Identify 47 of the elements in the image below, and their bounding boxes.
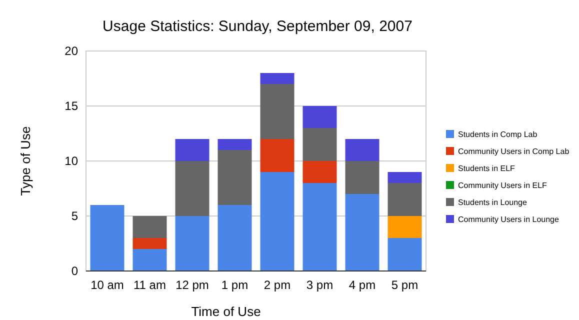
bar bbox=[260, 139, 294, 172]
bar bbox=[388, 216, 422, 238]
legend-label: Students in Comp Lab bbox=[458, 130, 538, 139]
bar bbox=[260, 172, 294, 271]
x-tick-label: 10 am bbox=[90, 278, 124, 292]
bar bbox=[175, 161, 210, 216]
y-tick-label: 15 bbox=[64, 99, 78, 114]
bar bbox=[218, 205, 252, 271]
legend-label: Students in Lounge bbox=[458, 198, 528, 207]
y-axis-title: Type of Use bbox=[18, 126, 33, 196]
bar bbox=[175, 216, 210, 271]
bar bbox=[302, 106, 337, 128]
bar bbox=[175, 139, 210, 161]
bar bbox=[132, 238, 167, 249]
bar bbox=[260, 73, 294, 84]
x-tick-label: 1 pm bbox=[221, 278, 248, 292]
y-tick-label: 20 bbox=[64, 44, 78, 58]
legend-label: Community Users in Lounge bbox=[458, 214, 560, 224]
x-tick-label: 12 pm bbox=[176, 278, 209, 292]
bar bbox=[260, 84, 294, 139]
bar bbox=[388, 238, 422, 271]
x-tick-label: 5 pm bbox=[391, 278, 418, 292]
legend-label: Community Users in Comp Lab bbox=[458, 146, 570, 156]
y-tick-label: 0 bbox=[71, 264, 78, 278]
bar bbox=[132, 216, 167, 238]
bar bbox=[302, 128, 337, 161]
chart-title: Usage Statistics: Sunday, September 09, 2007 bbox=[102, 18, 412, 35]
bar bbox=[345, 161, 380, 194]
bar bbox=[345, 139, 380, 161]
y-tick-label: 10 bbox=[64, 154, 78, 168]
bar bbox=[345, 194, 380, 271]
legend-label: Community Users in ELF bbox=[458, 180, 548, 190]
x-tick-label: 2 pm bbox=[264, 278, 291, 292]
y-tick-label: 5 bbox=[71, 209, 78, 224]
bar bbox=[388, 183, 422, 216]
bar bbox=[388, 172, 422, 183]
bar bbox=[132, 249, 167, 271]
bar bbox=[302, 183, 337, 271]
x-axis-title: Time of Use bbox=[191, 304, 261, 319]
x-tick-label: 3 pm bbox=[306, 278, 334, 292]
bar bbox=[218, 150, 252, 205]
bar bbox=[302, 161, 337, 183]
x-tick-label: 11 am bbox=[134, 278, 166, 292]
bar bbox=[90, 205, 124, 271]
x-tick-label: 4 pm bbox=[348, 278, 376, 292]
bar bbox=[218, 139, 252, 150]
legend-label: Students in ELF bbox=[458, 164, 516, 173]
